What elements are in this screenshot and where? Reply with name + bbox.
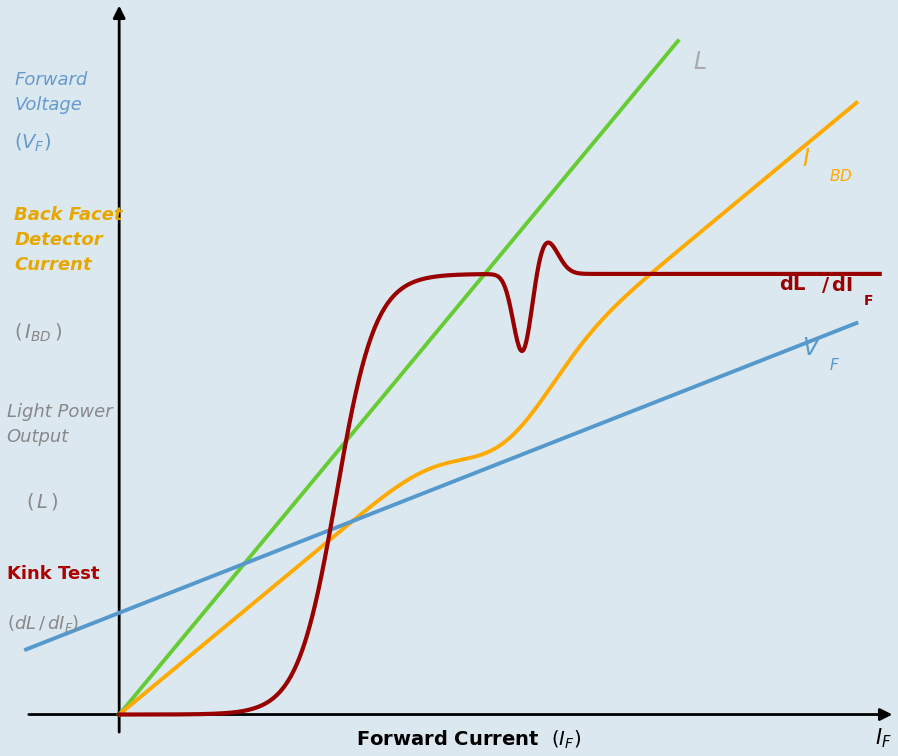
Text: $\it{BD}$: $\it{BD}$ [829,168,853,184]
Text: $(dL \, / \, dI_F)$: $(dL \, / \, dI_F)$ [6,613,79,634]
Text: $(V_F)$: $(V_F)$ [14,132,52,154]
Text: $\bf{dL}$: $\bf{dL}$ [779,274,806,293]
Text: $\it{V}$: $\it{V}$ [802,336,822,361]
Text: Back Facet
Detector
Current: Back Facet Detector Current [14,206,123,274]
Text: $\it{L}$: $\it{L}$ [693,50,708,74]
Text: $\it{I}$: $\it{I}$ [802,147,810,171]
Text: $\bf{F}$: $\bf{F}$ [863,294,873,308]
Text: Kink Test: Kink Test [6,565,99,584]
Text: Forward
Voltage: Forward Voltage [14,70,88,113]
Text: $( \, L \, )$: $( \, L \, )$ [26,491,59,512]
Text: $\bf{/\,dI}$: $\bf{/\,dI}$ [822,274,853,295]
Text: $( \, I_{BD} \, )$: $( \, I_{BD} \, )$ [14,321,63,344]
Text: Forward Current  $(I_F)$: Forward Current $(I_F)$ [356,729,581,751]
Text: Light Power
Output: Light Power Output [6,403,112,446]
Text: $\it{F}$: $\it{F}$ [829,358,841,373]
Text: $\it{I_F}$: $\it{I_F}$ [876,727,892,750]
